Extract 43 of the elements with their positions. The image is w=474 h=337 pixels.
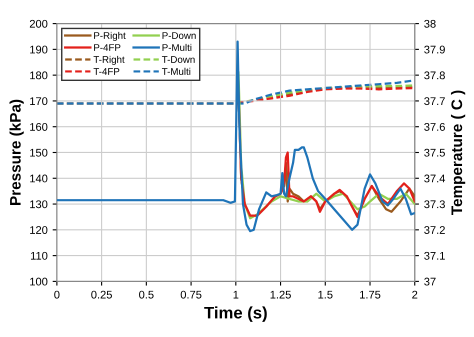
x-tick-label: 2 (412, 290, 418, 298)
legend-label: P-Multi (162, 44, 192, 51)
y-tick-label: 200 (30, 20, 48, 28)
x-tick-label: 1 (234, 290, 238, 298)
legend-label: P-Right (94, 32, 126, 41)
y-tick-label: 150 (30, 148, 48, 157)
x-tick-label: 0.25 (91, 290, 112, 299)
x-tick-label: 0.75 (180, 290, 202, 299)
y-tick-label: 190 (30, 46, 48, 54)
y-tick-label: 120 (30, 226, 48, 234)
x-tick-label: 1.5 (318, 290, 333, 299)
y2-tick-label: 37.1 (424, 252, 445, 260)
y2-tick-label: 37.2 (424, 226, 445, 234)
x-tick-label: 1.25 (270, 290, 291, 299)
y-tick-label: 180 (30, 71, 48, 80)
y2-tick-label: 37 (424, 278, 436, 286)
y2-tick-label: 37.7 (424, 97, 445, 106)
legend-label: T-4FP (94, 68, 120, 75)
y2-tick-label: 37.3 (424, 200, 445, 208)
x-tick-label: 0 (54, 290, 60, 299)
y-tick-label: 130 (30, 200, 48, 208)
y2-tick-label: 37.9 (424, 46, 445, 54)
legend-label: P-4FP (94, 44, 120, 51)
y-tick-label: 170 (30, 97, 48, 106)
legend-label: T-Right (94, 56, 125, 65)
x-axis-title: Time (s) (204, 306, 267, 322)
line-series (56, 40, 415, 232)
y-tick-label: 140 (30, 174, 48, 182)
y2-tick-label: 38 (424, 20, 436, 28)
x-tick-label: 1.75 (360, 290, 380, 299)
y-axis-title: Pressure (kPa) (10, 100, 24, 205)
y2-tick-label: 37.4 (424, 174, 446, 182)
y-tick-label: 110 (30, 252, 48, 260)
y2-tick-label: 37.8 (424, 71, 445, 80)
y2-tick-label: 37.6 (424, 122, 445, 131)
y2-tick-label: 37.5 (424, 148, 445, 157)
y2-axis-title: Temperature ( C ) (450, 90, 466, 215)
legend-label: P-Down (162, 32, 196, 39)
y-tick-label: 100 (30, 278, 48, 286)
legend-label: T-Down (162, 56, 195, 63)
x-tick-label: 0.5 (139, 290, 154, 299)
legend-label: T-Multi (162, 68, 190, 75)
y-tick-label: 160 (30, 122, 48, 131)
